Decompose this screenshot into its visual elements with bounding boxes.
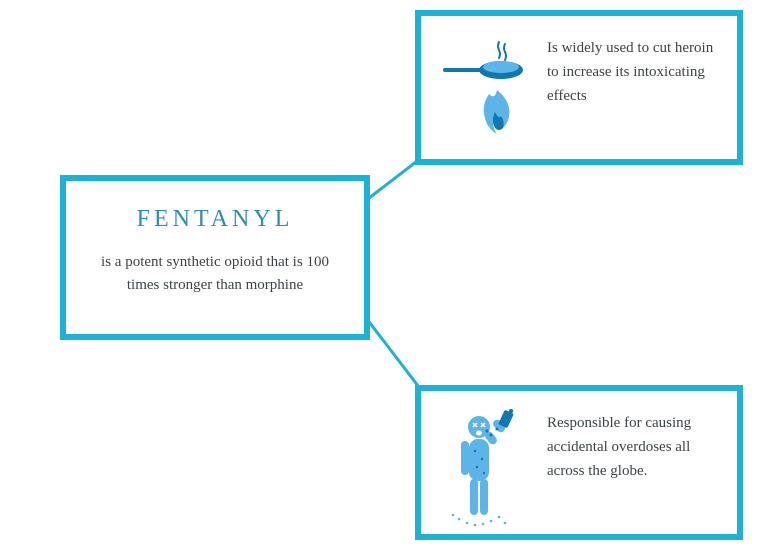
bottom-box-text: Responsible for causing accidental overd… (547, 409, 717, 483)
top-box: Is widely used to cut heroin to increase… (415, 10, 743, 165)
overdose-person-icon (439, 409, 529, 529)
main-description: is a potent synthetic opioid that is 100… (86, 251, 344, 296)
top-box-text: Is widely used to cut heroin to increase… (547, 34, 717, 108)
main-box: FENTANYL is a potent synthetic opioid th… (60, 175, 370, 340)
spoon-flame-icon (439, 34, 529, 144)
bottom-box: Responsible for causing accidental overd… (415, 385, 743, 540)
main-title: FENTANYL (86, 206, 344, 233)
